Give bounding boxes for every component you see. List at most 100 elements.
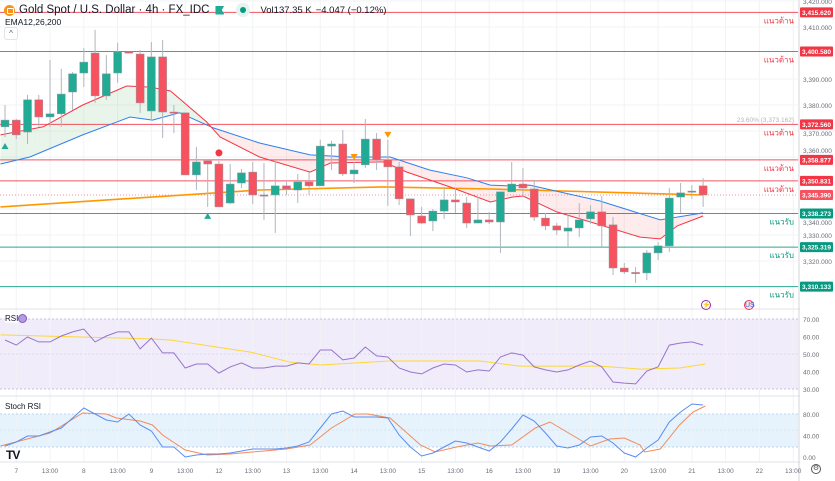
candle-bearish[interactable] (34, 99, 44, 118)
candle-bullish[interactable] (665, 197, 674, 247)
candle-bearish[interactable] (158, 56, 167, 113)
candle-bearish[interactable] (608, 224, 618, 269)
candle-bearish[interactable] (304, 181, 314, 187)
collapse-legend-button[interactable]: ^ (4, 27, 18, 40)
candle-bullish[interactable] (45, 113, 55, 118)
market-status-icon[interactable] (236, 3, 251, 17)
candle-bullish[interactable] (507, 183, 516, 193)
time-tick-label: 13:00 (717, 468, 734, 475)
candle-bullish[interactable] (79, 61, 89, 74)
candle-bearish[interactable] (338, 143, 348, 175)
us-flag-event-icon[interactable]: US (744, 300, 755, 310)
candle-bearish[interactable] (451, 199, 460, 203)
candle-bearish[interactable] (518, 183, 528, 189)
candle-bullish[interactable] (439, 199, 449, 212)
ema-cloud-fill (563, 192, 570, 216)
candle-bullish[interactable] (642, 252, 652, 274)
candle-bullish[interactable] (586, 211, 595, 220)
candle-bearish[interactable] (552, 225, 561, 231)
candle-bullish[interactable] (316, 145, 325, 187)
ema-cloud-fill (625, 209, 632, 235)
price-tick-label: 3,320.000 (803, 259, 832, 266)
ema-cloud-fill (450, 174, 457, 190)
candle-bullish[interactable] (293, 181, 303, 191)
candle-bullish[interactable] (68, 73, 77, 93)
buy-signal-triangle-icon (1, 142, 9, 149)
candle-bearish[interactable] (406, 198, 415, 216)
price-axis[interactable] (800, 0, 835, 481)
candle-bullish[interactable] (575, 219, 584, 229)
candle-bearish[interactable] (383, 159, 393, 168)
candle-bearish[interactable] (259, 194, 269, 197)
settings-gear-icon[interactable]: ⚙ (811, 464, 821, 474)
candle-bearish[interactable] (12, 119, 21, 136)
stoch-rsi-pane-label[interactable]: Stoch RSI (5, 402, 42, 411)
candle-bullish[interactable] (113, 51, 122, 74)
candle-bearish[interactable] (462, 202, 471, 224)
candle-bearish[interactable] (541, 217, 550, 227)
candle-bearish[interactable] (597, 211, 607, 227)
time-axis[interactable] (0, 463, 798, 481)
candle-bearish[interactable] (417, 215, 426, 224)
candle-bearish[interactable] (484, 219, 494, 223)
candle-bearish[interactable] (214, 163, 224, 208)
candle-bullish[interactable] (192, 161, 201, 176)
stoch-tick-label: 40.00 (803, 434, 820, 441)
candle-bullish[interactable] (676, 192, 685, 198)
candle-bearish[interactable] (631, 272, 640, 274)
rsi-settings-icon[interactable] (18, 314, 27, 323)
candle-bullish[interactable] (361, 138, 370, 166)
resistance-price-tag-text: 3,415.620 (802, 10, 831, 17)
ema-cloud-fill (434, 170, 440, 184)
candle-bullish[interactable] (496, 191, 505, 223)
support-price-tag-text: 3,338.273 (802, 211, 831, 218)
candle-bullish[interactable] (0, 119, 10, 128)
price-change: −4.047 (−0.12%) (315, 4, 387, 16)
candle-bearish[interactable] (135, 53, 145, 104)
candle-bullish[interactable] (563, 227, 573, 232)
candle-bearish[interactable] (372, 138, 381, 161)
candle-bullish[interactable] (327, 143, 336, 147)
candle-bullish[interactable] (102, 73, 111, 97)
symbol-title[interactable]: Gold Spot / U.S. Dollar · 4h · FX_IDC (19, 4, 210, 16)
candle-bearish[interactable] (180, 112, 190, 176)
resistance-label: แนวต้าน (764, 185, 795, 194)
candle-bearish[interactable] (169, 111, 179, 114)
stoch-band (0, 414, 798, 447)
ema-cloud-fill (445, 173, 451, 188)
time-tick-label: 13:00 (380, 468, 397, 475)
candle-bullish[interactable] (270, 185, 280, 196)
candle-bullish[interactable] (23, 99, 32, 133)
time-tick-label: 16 (486, 468, 494, 475)
candle-bearish[interactable] (394, 166, 404, 200)
candle-bearish[interactable] (282, 185, 291, 190)
time-tick-label: 22 (756, 468, 764, 475)
lightning-event-icon[interactable]: ⚡ (701, 300, 711, 310)
candle-bullish[interactable] (57, 93, 66, 115)
ema-cloud-fill (417, 165, 423, 178)
candle-bullish[interactable] (237, 172, 246, 184)
candle-bearish[interactable] (90, 52, 100, 97)
sell-signal-triangle-icon (350, 153, 358, 160)
candle-bullish[interactable] (349, 169, 359, 175)
ema-cloud-fill (692, 213, 699, 220)
ema-cloud-fill (34, 127, 40, 156)
indicator-label-ema[interactable]: EMA12,26,200 (5, 17, 62, 27)
candle-bullish[interactable] (687, 190, 697, 193)
resistance-label: แนวต้าน (764, 128, 795, 137)
candle-bearish[interactable] (203, 160, 212, 165)
ema-cloud-fill (11, 131, 18, 162)
candle-bullish[interactable] (225, 183, 235, 204)
candle-bullish[interactable] (473, 219, 483, 224)
candle-bearish[interactable] (529, 188, 539, 218)
stoch-d-line (0, 405, 706, 456)
candle-bearish[interactable] (248, 171, 257, 196)
candle-bearish[interactable] (620, 267, 629, 273)
candle-bullish[interactable] (428, 210, 438, 222)
candle-bullish[interactable] (653, 245, 663, 254)
candle-bearish[interactable] (124, 51, 134, 54)
candle-bearish[interactable] (698, 185, 708, 196)
candle-bullish[interactable] (147, 56, 156, 112)
rsi-pane-label[interactable]: RSI (5, 314, 19, 323)
